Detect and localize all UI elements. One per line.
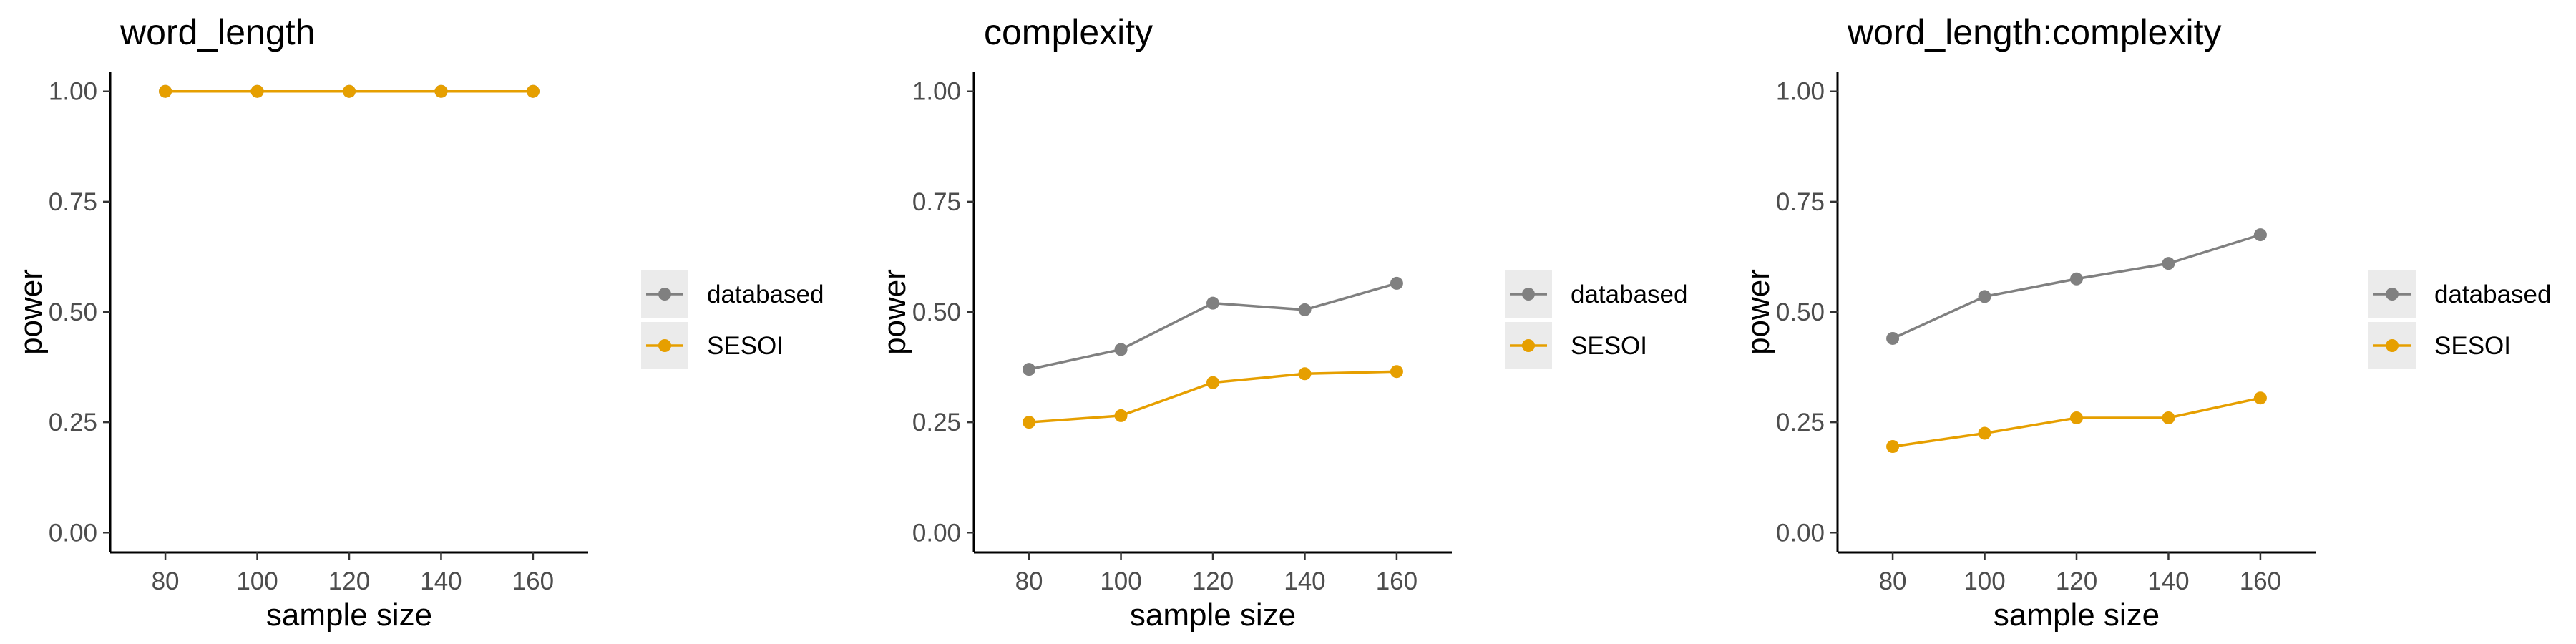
chart-title: word_length [119,12,315,52]
data-point-databased [1978,290,1991,303]
x-axis-title: sample size [266,597,432,633]
x-tick-label: 160 [2240,567,2281,595]
x-axis-title: sample size [1994,597,2160,633]
y-axis-title: power [14,269,49,355]
x-tick-label: 100 [1963,567,2005,595]
y-tick-label: 0.75 [1776,188,1825,216]
legend-label-databased: databased [1571,280,1687,308]
data-point-databased [1390,276,1403,290]
y-tick-label: 0.75 [912,188,961,216]
x-tick-label: 140 [420,567,462,595]
y-tick-label: 1.00 [1776,78,1825,106]
x-tick-label: 100 [1100,567,1141,595]
x-tick-label: 120 [1192,567,1234,595]
x-tick-label: 80 [1879,567,1907,595]
legend-key-point [658,339,671,352]
legend-key-point [2386,339,2399,352]
y-tick-label: 0.25 [1776,409,1825,436]
data-point-SESOI [1978,426,1991,440]
data-point-SESOI [250,84,264,98]
x-tick-label: 100 [236,567,278,595]
y-tick-label: 0.50 [49,298,97,326]
legend-label-SESOI: SESOI [707,332,784,360]
x-tick-label: 160 [512,567,554,595]
data-point-databased [1206,296,1219,310]
chart-panel-3: word_length:complexity 0.00 0.25 0.50 0.75 1.… [1741,12,2551,633]
legend-label-SESOI: SESOI [2434,332,2511,360]
y-tick-label: 0.00 [1776,519,1825,547]
data-point-SESOI [1114,409,1128,422]
y-tick-label: 0.00 [912,519,961,547]
legend-label-databased: databased [2434,280,2551,308]
data-point-databased [1114,343,1128,356]
data-point-databased [2162,257,2175,270]
data-point-SESOI [1390,365,1403,379]
y-tick-label: 0.50 [912,298,961,326]
chart-panel-1: word_length 0.00 0.25 0.50 0.75 1.00 80 100 120 1… [14,12,824,633]
data-point-SESOI [1886,440,1900,454]
legend: databased SESOI [2368,270,2551,369]
chart-panel-2: complexity 0.00 0.25 0.50 0.75 1.00 80 100 120 14… [877,12,1687,633]
x-tick-label: 80 [1015,567,1043,595]
data-point-SESOI [2070,411,2083,424]
data-point-SESOI [343,84,356,98]
y-tick-label: 1.00 [912,78,961,106]
data-point-SESOI [2162,411,2175,424]
y-axis-title: power [877,269,912,355]
data-point-SESOI [1206,376,1219,389]
chart-title: complexity [984,12,1153,52]
y-tick-label: 1.00 [49,78,97,106]
legend: databased SESOI [641,270,824,369]
data-point-SESOI [526,84,540,98]
series-line-databased [1028,282,1397,371]
y-tick-label: 0.25 [912,409,961,436]
x-tick-label: 160 [1376,567,1418,595]
y-tick-label: 0.00 [49,519,97,547]
data-point-SESOI [1023,416,1036,429]
data-point-SESOI [2253,391,2267,405]
legend-key-point [2386,288,2399,301]
legend-key-point [1522,339,1535,352]
data-point-SESOI [434,84,448,98]
x-axis-title: sample size [1130,597,1296,633]
legend-key-point [658,288,671,301]
x-tick-label: 120 [328,567,370,595]
data-point-SESOI [159,84,172,98]
y-tick-label: 0.50 [1776,298,1825,326]
data-point-databased [1298,303,1312,316]
series-line-databased [1892,233,2261,340]
x-tick-label: 140 [2147,567,2189,595]
x-tick-label: 120 [2056,567,2097,595]
x-tick-label: 140 [1284,567,1325,595]
y-axis-title: power [1741,269,1776,355]
chart-title: word_length:complexity [1847,12,2222,52]
legend-label-SESOI: SESOI [1571,332,1647,360]
legend-label-databased: databased [707,280,824,308]
data-point-SESOI [1298,367,1312,381]
data-point-databased [1886,331,1900,345]
x-tick-label: 80 [152,567,180,595]
data-point-databased [1023,363,1036,376]
data-point-databased [2253,228,2267,242]
legend: databased SESOI [1505,270,1687,369]
data-point-databased [2070,272,2083,286]
y-tick-label: 0.75 [49,188,97,216]
legend-key-point [1522,288,1535,301]
y-tick-label: 0.25 [49,409,97,436]
